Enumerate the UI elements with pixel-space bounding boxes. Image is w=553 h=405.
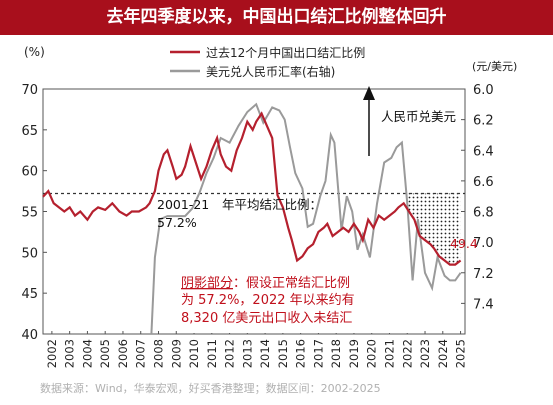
y-right-tick-label: 7.2 <box>473 267 494 282</box>
shade-note-line1: 阴影部分：假设正常结汇比例 <box>181 276 350 291</box>
legend-label-gray: 美元兑人民币汇率(右轴) <box>206 64 335 79</box>
x-tick-label: 2023 <box>418 339 432 368</box>
y-left-tick-label: 45 <box>21 287 38 302</box>
x-tick-label: 2024 <box>436 339 450 368</box>
y-right-unit: (元/美元) <box>472 60 517 73</box>
source-note: 数据来源：Wind，华泰宏观，好买香港整理；数据区间：2002-2025 <box>40 382 381 395</box>
x-tick-label: 2008 <box>151 339 165 368</box>
y-left-tick-label: 70 <box>21 83 38 98</box>
y-left-tick-label: 55 <box>21 206 38 221</box>
x-tick-label: 2021 <box>382 339 396 368</box>
x-tick-label: 2017 <box>311 339 325 368</box>
line-chart: 40 45 50 55 60 65 70 (%) 6.0 6.2 6.4 6.6 6.8 7.0 7.2 7.… <box>21 45 517 368</box>
y-left-unit: (%) <box>24 45 45 59</box>
x-tick-label: 2020 <box>365 339 379 368</box>
x-tick-label: 2016 <box>294 339 308 368</box>
ref-label-value: 57.2% <box>157 215 197 230</box>
shade-note-prefix: 阴影部分 <box>181 276 233 291</box>
axes: 40 45 50 55 60 65 70 (%) 6.0 6.2 6.4 6.6 6.8 7.0 7.2 7.… <box>21 45 517 368</box>
shaded-area <box>407 193 461 265</box>
y-right-tick-label: 6.6 <box>473 175 494 190</box>
y-right-tick-label: 7.4 <box>473 297 494 312</box>
y-left-tick-label: 60 <box>21 165 38 180</box>
arrow-label: 人民币兑美元 <box>381 109 456 124</box>
y-right-tick-label: 7.0 <box>473 236 494 251</box>
x-tick-label: 2004 <box>80 339 94 368</box>
y-left-tick-label: 50 <box>21 246 38 261</box>
shade-note-line2: 为 57.2%，2022 年以来约有 <box>181 293 355 308</box>
x-tick-label: 2015 <box>276 339 290 368</box>
x-tick-label: 2010 <box>187 339 201 368</box>
x-tick-label: 2007 <box>134 339 148 368</box>
x-tick-label: 2002 <box>45 339 59 368</box>
x-tick-label: 2012 <box>223 339 237 368</box>
x-tick-label: 2003 <box>63 339 77 368</box>
x-tick-label: 2018 <box>329 339 343 368</box>
shade-note-bg <box>178 270 410 333</box>
x-tick-label: 2005 <box>98 339 112 368</box>
x-tick-label: 2014 <box>258 339 272 368</box>
chart-title: 去年四季度以来，中国出口结汇比例整体回升 <box>0 0 553 35</box>
annotations: 2001-21 年平均结汇比例： 57.2% 人民币兑美元 49.4 阴影部分：假设正常结… <box>157 86 478 333</box>
y-right-tick-label: 6.4 <box>473 144 494 159</box>
ref-label-text: 年平均结汇比例： <box>222 197 322 212</box>
y-right-tick-label: 6.0 <box>473 83 494 98</box>
y-right-tick-label: 6.2 <box>473 114 494 129</box>
end-value-label: 49.4 <box>450 236 478 251</box>
x-tick-label: 2009 <box>169 339 183 368</box>
y-left-tick-label: 65 <box>21 124 38 139</box>
arrow-head <box>363 86 375 100</box>
x-tick-label: 2013 <box>240 339 254 368</box>
series-usdcny <box>150 102 462 335</box>
legend-label-red: 过去12个月中国出口结汇比例 <box>206 45 365 60</box>
series-lines <box>42 102 462 335</box>
x-tick-label: 2011 <box>205 339 219 368</box>
y-left-tick-label: 40 <box>21 328 38 343</box>
series-settlement-ratio <box>42 111 462 266</box>
shade-note-line3: 8,320 亿美元出口收入未结汇 <box>181 311 352 326</box>
shade-note-line1-rest: ：假设正常结汇比例 <box>233 276 350 291</box>
x-tick-label: 2022 <box>400 339 414 368</box>
x-tick-label: 2019 <box>347 339 361 368</box>
y-right-tick-label: 6.8 <box>473 206 494 221</box>
ref-label-year: 2001-21 <box>157 197 209 212</box>
x-tick-label: 2025 <box>454 339 468 368</box>
unremitted-shade <box>407 193 461 265</box>
x-tick-label: 2006 <box>116 339 130 368</box>
